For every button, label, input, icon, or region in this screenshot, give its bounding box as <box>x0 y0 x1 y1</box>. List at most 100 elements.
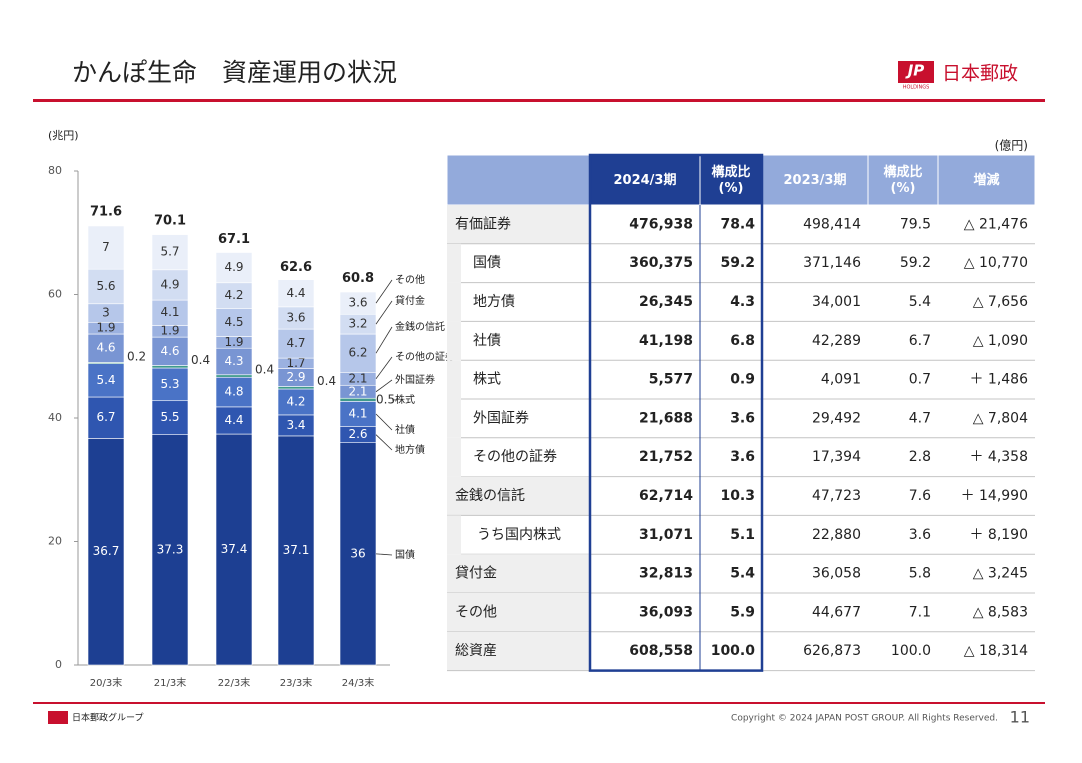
legend-label: 貸付金 <box>395 294 425 307</box>
header-cell <box>867 154 939 206</box>
header-label: 2023/3期 <box>784 173 847 188</box>
header-label: 2024/3期 <box>614 173 677 188</box>
header-line: 2023/3期 <box>784 173 847 188</box>
header-line: (%) <box>891 181 916 196</box>
header-cell <box>937 154 1036 206</box>
segment-label: 4.3 <box>224 354 243 368</box>
y-tick-label: 80 <box>48 164 62 177</box>
cell-value: 5.9 <box>730 604 755 620</box>
logo-name: 日本郵政 <box>942 63 1018 85</box>
label-cell <box>447 437 461 477</box>
header-cell <box>589 154 701 206</box>
highlight-frame <box>588 153 764 672</box>
cell-value: 21,752 <box>639 449 693 465</box>
segment-label: 4.5 <box>224 315 243 329</box>
cell-value: △ 3,245 <box>973 566 1028 582</box>
segment-label: 0.5 <box>376 392 395 406</box>
segment-label: 37.4 <box>221 542 248 556</box>
label-cell <box>447 321 461 361</box>
cell-value: 5,577 <box>649 372 693 388</box>
row-label: 国債 <box>473 255 501 271</box>
header-label: 構成比(%) <box>883 164 922 196</box>
bar-segment <box>339 333 377 373</box>
cell-value: 22,880 <box>812 527 861 543</box>
x-tick-label: 22/3末 <box>218 676 250 689</box>
bar-segment <box>215 347 253 376</box>
legend-leader <box>375 300 393 325</box>
cell-value: 100.0 <box>711 643 756 659</box>
bar-segment <box>277 328 315 359</box>
cell-value: 4.7 <box>909 410 931 426</box>
segment-label: 0.2 <box>127 350 146 364</box>
label-cell <box>447 243 461 283</box>
bar-segment <box>215 252 253 284</box>
label-cell <box>447 205 590 244</box>
header-line: 構成比 <box>883 164 922 180</box>
cell-value: 31,071 <box>639 527 693 543</box>
segment-label: 0.4 <box>317 374 336 388</box>
segment-label: 4.6 <box>96 341 115 355</box>
segment-label: 7 <box>102 240 110 254</box>
cell-value: △ 10,770 <box>964 255 1028 271</box>
segment-label: 2.6 <box>348 427 367 441</box>
footer-group: 日本郵政グループ <box>72 712 143 724</box>
total-label: 60.8 <box>342 271 374 286</box>
total-label: 62.6 <box>280 260 312 275</box>
bar-segment <box>151 299 189 326</box>
label-cell <box>447 476 590 516</box>
segment-label: 36 <box>350 546 365 560</box>
segment-label: 2.1 <box>348 384 367 398</box>
logo-mark: JP <box>905 62 925 80</box>
bar-segment <box>215 308 253 337</box>
cell-value: 78.4 <box>720 216 755 232</box>
cell-value: 4,091 <box>821 372 861 388</box>
x-tick-label: 20/3末 <box>90 676 122 689</box>
bar-segment <box>151 336 189 366</box>
cell-value: 36,058 <box>812 566 861 582</box>
bar-segment <box>277 386 315 390</box>
segment-label: 0.4 <box>255 363 274 377</box>
bar-segment <box>277 388 315 416</box>
legend-label: 金銭の信託 <box>395 320 445 333</box>
segment-label: 3.2 <box>348 317 367 331</box>
row-label: 有価証券 <box>455 216 511 232</box>
segment-label: 5.6 <box>96 279 115 293</box>
footer-logo <box>48 711 68 724</box>
segment-label: 2.1 <box>348 371 367 385</box>
cell-value: 26,345 <box>639 294 693 310</box>
row-label: 地方債 <box>473 294 515 310</box>
bar-segment <box>215 376 253 408</box>
legend-leader <box>375 326 393 354</box>
header-cell <box>699 154 763 206</box>
cell-value: 476,938 <box>629 216 693 232</box>
total-label: 70.1 <box>154 214 186 229</box>
slide-title: かんぽ生命 資産運用の状況 <box>72 58 397 87</box>
header-line: 2024/3期 <box>614 173 677 188</box>
bar-segment <box>277 279 315 308</box>
legend-leader <box>375 413 393 431</box>
legend-label: 国債 <box>395 548 415 561</box>
bar-segment <box>215 282 253 310</box>
segment-label: 2.9 <box>286 370 305 384</box>
row-label: 貸付金 <box>455 566 497 582</box>
segment-label: 4.4 <box>286 286 305 300</box>
legend-label: 社債 <box>395 423 415 436</box>
cell-value: 5.4 <box>730 566 755 582</box>
x-tick-label: 21/3末 <box>154 676 186 689</box>
bar-segment <box>87 333 125 363</box>
segment-label: 4.1 <box>160 305 179 319</box>
segment-label: 3.6 <box>286 310 305 324</box>
legend-label: その他 <box>395 273 425 286</box>
segment-label: 37.1 <box>283 543 310 557</box>
cell-value: 626,873 <box>803 643 861 659</box>
legend-label: その他の証券 <box>395 350 455 363</box>
segment-label: 1.7 <box>286 356 305 370</box>
cell-value: 34,001 <box>812 294 861 310</box>
legend-leader <box>375 379 393 393</box>
footer-rule <box>33 702 1045 704</box>
cell-value: 79.5 <box>900 216 931 232</box>
header-line: (%) <box>719 181 744 196</box>
bar-segment <box>215 406 253 435</box>
cell-value: 36,093 <box>639 604 693 620</box>
